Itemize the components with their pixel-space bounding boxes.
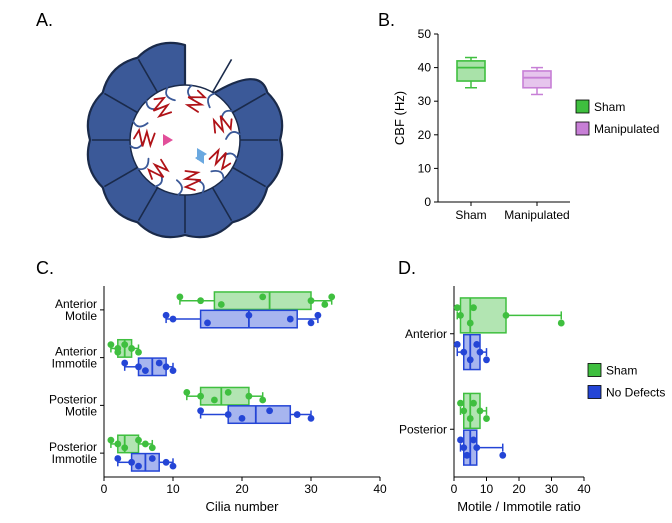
svg-text:20: 20 [235, 482, 249, 496]
panel-label-c: C. [36, 258, 54, 279]
svg-text:40: 40 [418, 61, 432, 75]
svg-text:50: 50 [418, 27, 432, 41]
svg-text:Anterior: Anterior [405, 327, 447, 341]
svg-text:Motile: Motile [65, 309, 97, 323]
svg-text:CBF (Hz): CBF (Hz) [392, 91, 407, 145]
svg-text:Sham: Sham [606, 364, 637, 378]
panel-d-chart: 0 10 20 30 40 Motile / Immotile ratio Anterior… [398, 280, 666, 515]
svg-text:0: 0 [451, 482, 458, 496]
svg-text:Motile / Immotile ratio: Motile / Immotile ratio [457, 499, 581, 514]
svg-text:30: 30 [418, 94, 432, 108]
svg-text:0: 0 [101, 482, 108, 496]
panel-b-chart: 0 10 20 30 40 50 CBF (Hz) Sham Manipulated Sham Ma… [390, 20, 660, 240]
svg-text:10: 10 [480, 482, 494, 496]
svg-text:10: 10 [166, 482, 180, 496]
svg-text:20: 20 [512, 482, 526, 496]
panel-label-d: D. [398, 258, 416, 279]
svg-text:Manipulated: Manipulated [504, 208, 569, 222]
svg-text:30: 30 [304, 482, 318, 496]
panel-a-diagram [70, 30, 300, 240]
svg-text:Posterior: Posterior [399, 422, 447, 436]
svg-text:10: 10 [418, 161, 432, 175]
svg-text:40: 40 [373, 482, 387, 496]
svg-text:0: 0 [424, 195, 431, 209]
panel-c-chart: 010203040Cilia numberAnteriorMotileAnter… [30, 280, 390, 515]
panel-label-a: A. [36, 10, 53, 31]
svg-text:Sham: Sham [455, 208, 486, 222]
svg-text:Motile: Motile [65, 404, 97, 418]
svg-text:40: 40 [577, 482, 591, 496]
svg-text:Cilia number: Cilia number [206, 499, 280, 514]
svg-text:20: 20 [418, 128, 432, 142]
svg-text:Immotile: Immotile [52, 452, 98, 466]
svg-text:No Defects: No Defects [606, 386, 665, 400]
svg-text:30: 30 [545, 482, 559, 496]
svg-text:Manipulated: Manipulated [594, 122, 659, 136]
svg-text:Sham: Sham [594, 100, 625, 114]
svg-text:Immotile: Immotile [52, 357, 98, 371]
